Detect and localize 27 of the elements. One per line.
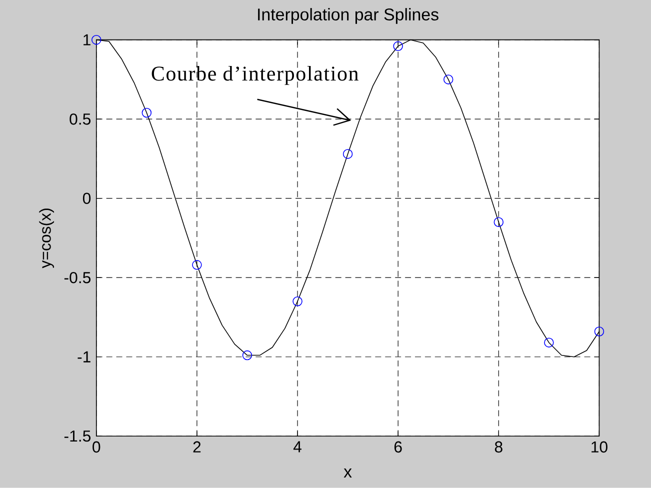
point bbox=[142, 108, 152, 118]
y-tick-label: -1.5 bbox=[64, 430, 91, 442]
x-tick-label: 8 bbox=[494, 441, 502, 453]
chart-title: Interpolation par Splines bbox=[258, 8, 438, 24]
point bbox=[91, 34, 102, 45]
annotation: Courbe d’interpolation bbox=[152, 66, 358, 85]
point bbox=[443, 74, 454, 84]
y-tick-label: -1 bbox=[78, 351, 90, 362]
x-axis-title: x bbox=[344, 468, 352, 478]
point bbox=[242, 350, 252, 360]
point bbox=[594, 326, 604, 336]
point bbox=[544, 338, 554, 348]
point bbox=[393, 41, 403, 52]
y-tick-label: 0.5 bbox=[70, 114, 91, 125]
x-tick-label: 4 bbox=[293, 441, 302, 452]
y-tick-label: -0.5 bbox=[64, 272, 91, 284]
y-tick-label: 1 bbox=[84, 34, 90, 46]
x-tick-label: 2 bbox=[193, 441, 201, 452]
y-axis-title: y=cos(x) bbox=[39, 208, 54, 268]
x-tick-label: 0 bbox=[92, 441, 100, 453]
point bbox=[292, 296, 302, 306]
x-tick-label: 6 bbox=[394, 441, 402, 453]
point bbox=[342, 149, 353, 159]
y-tick-label: 0 bbox=[82, 192, 91, 204]
point bbox=[494, 217, 504, 228]
x-tick-label: 10 bbox=[592, 441, 608, 453]
point bbox=[192, 260, 202, 270]
